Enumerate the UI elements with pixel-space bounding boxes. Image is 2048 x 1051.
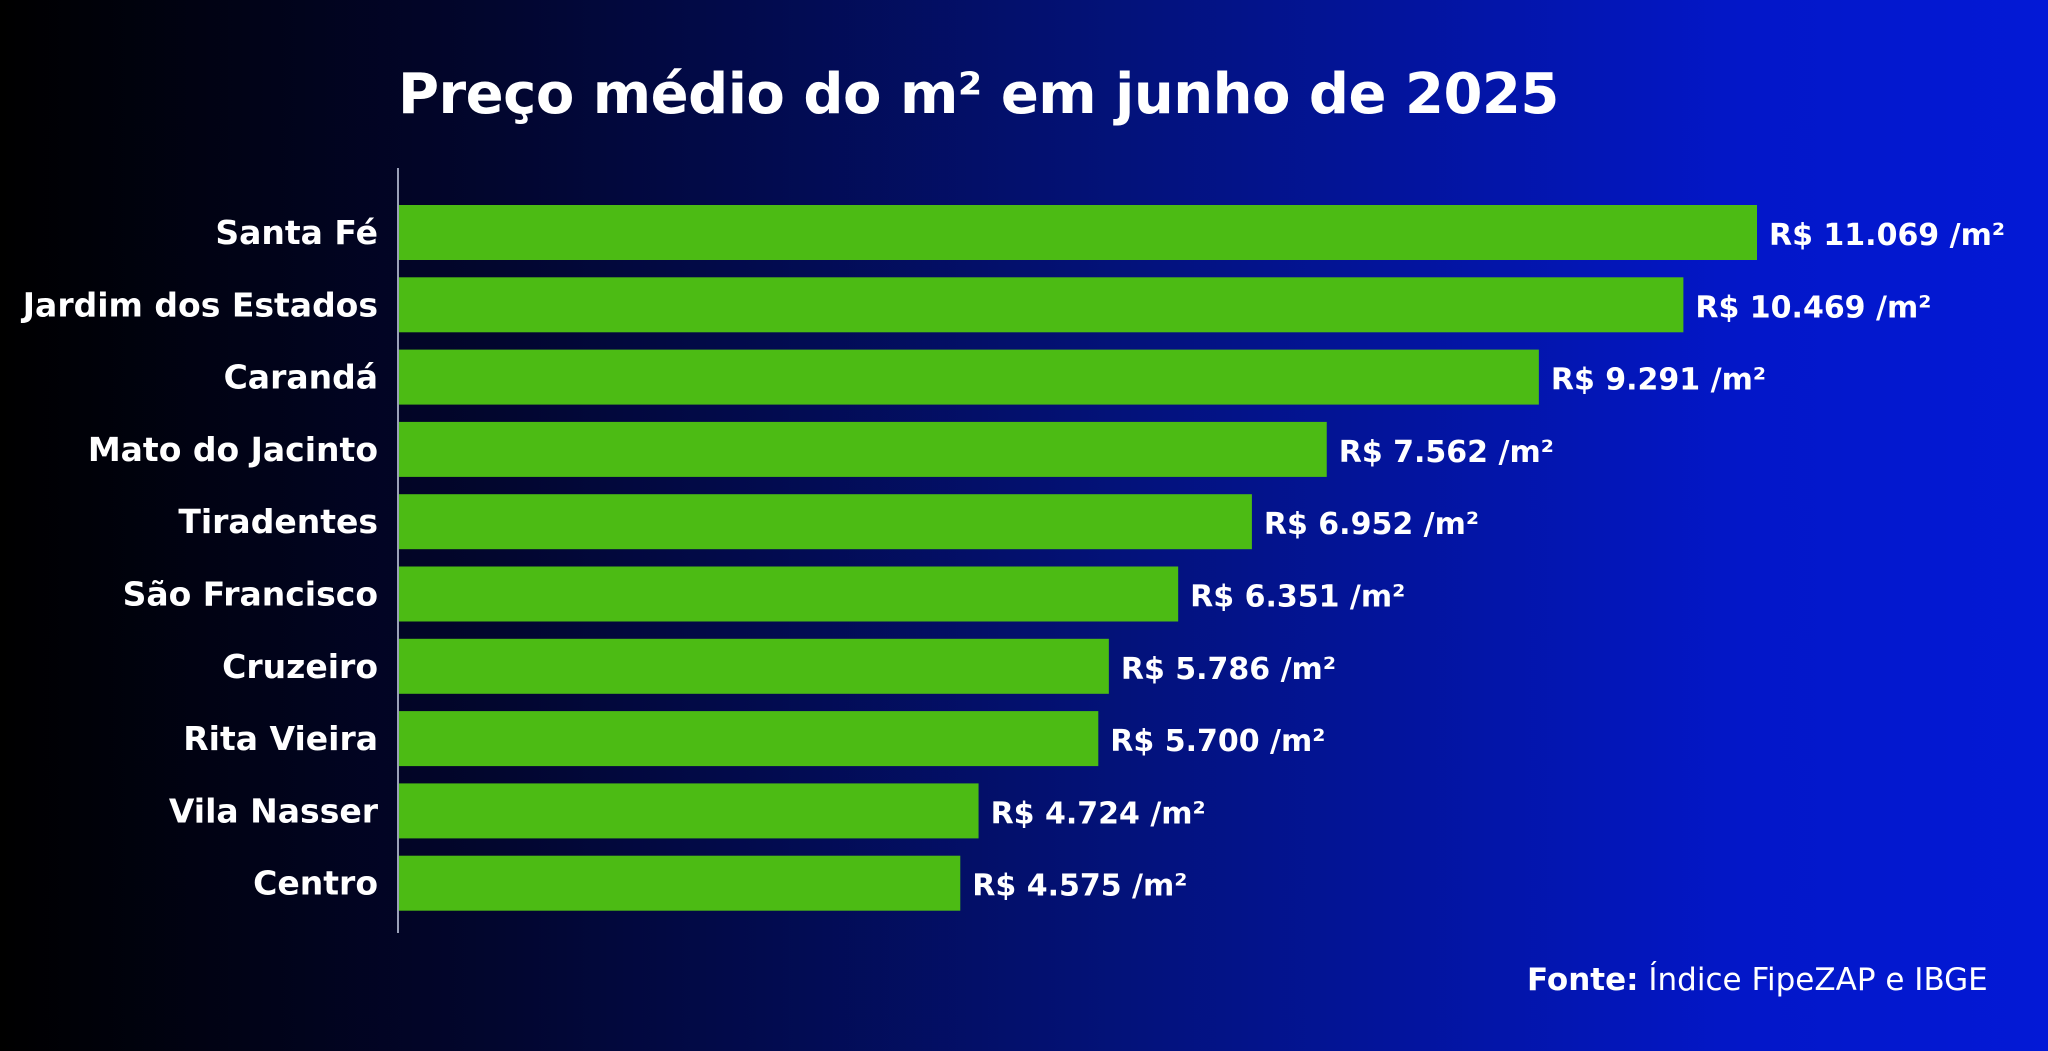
category-label-0: Santa Fé [215, 213, 378, 252]
category-label-1: Jardim dos Estados [21, 285, 378, 324]
bar-0 [399, 205, 1757, 260]
value-label-8: R$ 4.724 /m² [991, 796, 1206, 831]
value-label-5: R$ 6.351 /m² [1190, 580, 1405, 615]
category-label-6: Cruzeiro [222, 647, 378, 686]
y-axis-line [397, 168, 399, 933]
bar-6 [399, 638, 1109, 694]
bar-4 [399, 494, 1252, 550]
category-label-4: Tiradentes [178, 502, 378, 541]
bar-1 [399, 277, 1684, 333]
bar-7 [399, 711, 1099, 767]
value-label-7: R$ 5.700 /m² [1110, 724, 1325, 759]
category-label-5: São Francisco [123, 575, 378, 614]
value-label-2: R$ 9.291 /m² [1551, 363, 1766, 398]
bar-9 [399, 855, 961, 911]
category-label-7: Rita Vieira [183, 719, 378, 758]
category-label-2: Carandá [224, 358, 378, 397]
value-label-4: R$ 6.952 /m² [1264, 507, 1479, 542]
bar-5 [399, 566, 1179, 622]
source-note: Fonte: Índice FipeZAP e IBGE [1527, 962, 1988, 998]
value-label-1: R$ 10.469 /m² [1695, 290, 1931, 325]
source-label: Fonte: [1527, 962, 1639, 998]
value-label-6: R$ 5.786 /m² [1121, 652, 1336, 687]
bar-8 [399, 783, 979, 839]
bar-2 [399, 349, 1539, 405]
value-label-0: R$ 11.069 /m² [1769, 218, 2005, 253]
chart-title: Preço médio do m² em junho de 2025 [398, 62, 1559, 127]
category-label-3: Mato do Jacinto [88, 430, 378, 469]
value-label-9: R$ 4.575 /m² [972, 869, 1187, 904]
source-text: Índice FipeZAP e IBGE [1648, 962, 1988, 998]
category-label-8: Vila Nasser [169, 791, 379, 830]
category-label-9: Centro [253, 864, 378, 903]
bar-3 [399, 421, 1327, 477]
value-label-3: R$ 7.562 /m² [1339, 435, 1554, 470]
